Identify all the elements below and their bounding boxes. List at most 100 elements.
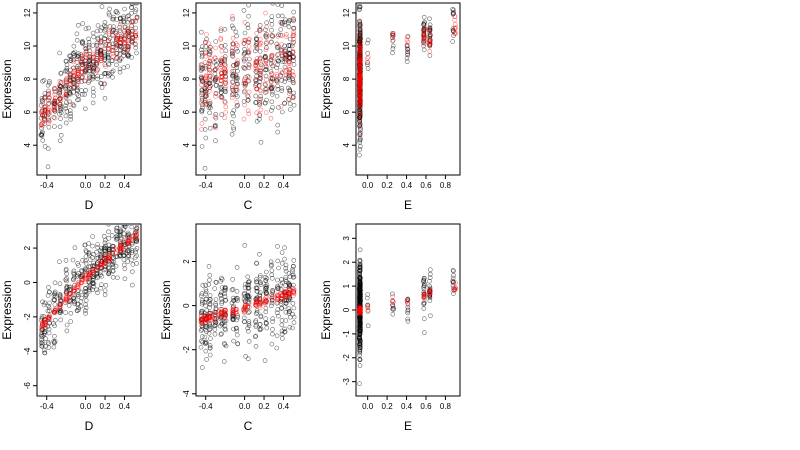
observed-point	[245, 22, 250, 27]
fitted-point	[43, 322, 48, 328]
observed-point	[57, 90, 63, 95]
observed-point	[98, 269, 103, 275]
fitted-point	[229, 13, 235, 19]
observed-point	[95, 275, 100, 280]
fitted-point	[219, 71, 224, 76]
observed-point	[40, 341, 45, 347]
fitted-point	[222, 308, 227, 313]
observed-point	[110, 274, 116, 280]
x-tick-label: -0.4	[40, 402, 54, 411]
observed-point	[253, 81, 259, 86]
fitted-point	[94, 61, 99, 67]
fitted-point	[111, 247, 116, 253]
observed-point	[114, 225, 119, 231]
observed-point	[102, 292, 108, 298]
observed-point	[262, 358, 268, 363]
fitted-point	[68, 291, 73, 297]
fitted-point	[268, 80, 274, 86]
observed-point	[450, 26, 456, 32]
fitted-point	[264, 77, 269, 82]
observed-point	[390, 291, 395, 297]
observed-point	[264, 285, 269, 291]
observed-point	[51, 115, 57, 120]
observed-point	[243, 353, 248, 359]
observed-point	[229, 287, 235, 293]
observed-point	[231, 73, 236, 79]
observed-point	[132, 255, 138, 260]
observed-point	[68, 58, 74, 63]
fitted-point	[421, 292, 427, 298]
fitted-point	[219, 56, 224, 61]
fitted-point	[107, 254, 112, 260]
observed-point	[279, 250, 285, 255]
observed-point	[64, 283, 70, 289]
observed-point	[235, 103, 240, 108]
observed-point	[230, 313, 235, 318]
observed-point	[258, 326, 264, 332]
observed-point	[207, 78, 213, 83]
observed-point	[212, 67, 217, 73]
observed-point	[83, 88, 88, 93]
observed-point	[223, 287, 228, 293]
observed-point	[86, 250, 92, 255]
observed-point	[83, 46, 89, 52]
observed-point	[99, 282, 104, 288]
observed-point	[246, 328, 251, 334]
fitted-point	[52, 309, 58, 315]
fitted-point	[212, 315, 218, 321]
observed-point	[133, 238, 138, 243]
observed-point	[253, 319, 258, 325]
fitted-point	[218, 75, 223, 80]
observed-point	[203, 341, 208, 346]
y-tick-label: 12	[182, 8, 191, 17]
observed-point	[390, 46, 396, 51]
y-tick-label: 4	[23, 142, 32, 147]
observed-point	[365, 66, 371, 71]
observed-point	[40, 197, 44, 201]
observed-point	[63, 268, 69, 273]
fitted-point	[207, 61, 213, 67]
fitted-point	[207, 70, 212, 75]
observed-point	[274, 93, 280, 99]
observed-point	[291, 62, 297, 67]
fitted-point	[357, 26, 363, 32]
fitted-point	[230, 310, 236, 316]
observed-point	[450, 39, 456, 44]
x-tick-label: 0.8	[440, 402, 452, 411]
fitted-point	[233, 84, 239, 89]
observed-point	[286, 24, 292, 30]
observed-point	[67, 108, 73, 113]
fitted-point	[235, 58, 240, 64]
observed-point	[39, 125, 44, 131]
fitted-point	[357, 35, 362, 40]
observed-point	[83, 106, 88, 112]
observed-point	[247, 309, 252, 315]
fitted-point	[286, 290, 292, 296]
observed-point	[242, 315, 247, 321]
observed-point	[274, 76, 280, 82]
y-axis-label: Expression	[0, 59, 14, 118]
observed-point	[282, 59, 288, 65]
observed-point	[105, 52, 111, 58]
observed-point	[103, 282, 109, 288]
fitted-point	[404, 37, 410, 43]
observed-point	[83, 258, 88, 264]
fitted-point	[268, 86, 274, 92]
observed-point	[284, 279, 289, 284]
observed-point	[230, 286, 236, 292]
observed-point	[258, 62, 264, 67]
fitted-point	[87, 269, 93, 275]
observed-point	[263, 316, 269, 322]
observed-point	[245, 292, 250, 298]
fitted-point	[253, 69, 259, 74]
fitted-point	[222, 115, 228, 120]
observed-point	[67, 53, 72, 59]
observed-point	[218, 296, 224, 302]
observed-point	[102, 28, 108, 34]
observed-point	[275, 277, 280, 283]
fitted-point	[91, 65, 96, 70]
y-tick-label: 1	[342, 283, 351, 288]
observed-point	[229, 120, 235, 125]
fitted-point	[427, 41, 432, 47]
observed-point	[253, 48, 258, 54]
